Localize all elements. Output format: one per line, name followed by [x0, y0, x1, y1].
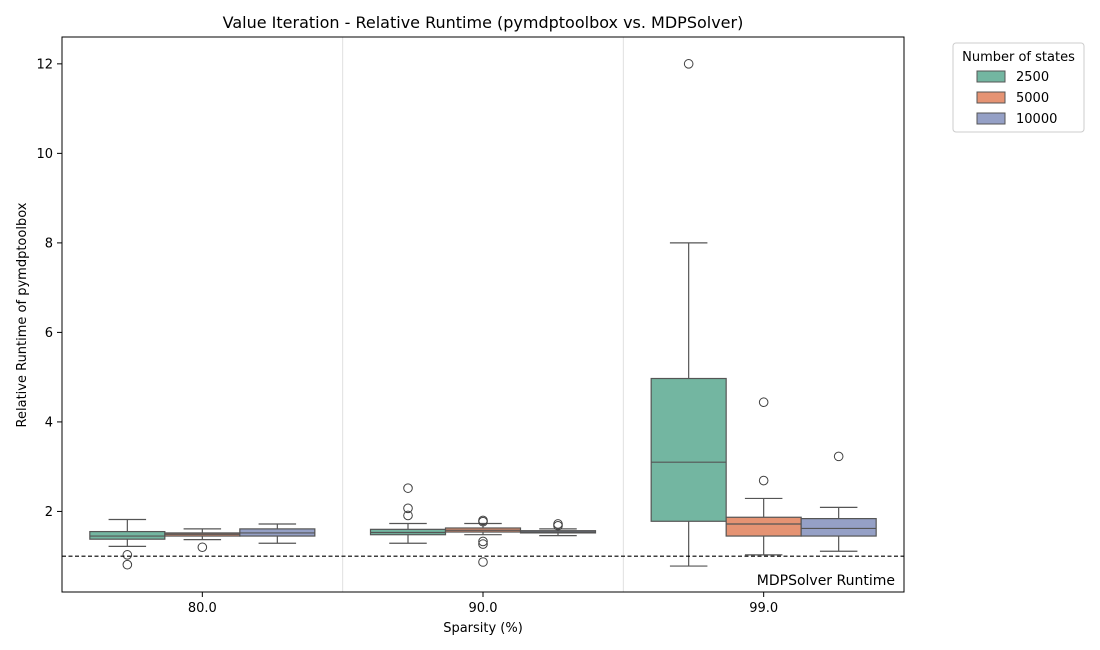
- box-10000-80.0: [239, 523, 316, 544]
- legend: Number of states 2500 5000 10000: [952, 42, 1085, 133]
- outlier-point: [478, 516, 488, 527]
- outlier-point: [758, 397, 769, 408]
- box-5000-90.0: [444, 515, 522, 567]
- plot-area: 2 4 6 8 10 12 80.0 90.0 99.0 MDPSolver Runtime: [36, 36, 905, 616]
- outlier-point: [553, 520, 563, 531]
- box-5000-80.0: [164, 528, 241, 553]
- box-body: [89, 530, 166, 540]
- box-2500-99.0: [650, 59, 727, 567]
- x-tick-label: 80.0: [188, 601, 217, 616]
- outlier-point: [403, 483, 413, 493]
- x-tick-label: 99.0: [749, 601, 778, 616]
- y-tick-label: 10: [36, 147, 53, 162]
- legend-label-10000: 10000: [1016, 112, 1057, 127]
- y-tick-label: 2: [45, 505, 53, 520]
- y-axis-label: Relative Runtime of pymdptoolbox: [15, 202, 30, 427]
- box-10000-90.0: [519, 519, 597, 537]
- legend-frame: [952, 42, 1085, 133]
- y-tick-label: 4: [45, 415, 53, 430]
- box-body: [725, 516, 802, 537]
- outlier-point: [758, 475, 769, 486]
- legend-label-2500: 2500: [1016, 70, 1049, 85]
- axes-frame: [61, 36, 905, 593]
- outlier-point: [197, 542, 208, 553]
- outlier-point: [478, 557, 488, 567]
- x-tick-label: 90.0: [469, 601, 498, 616]
- legend-swatch-5000: [976, 91, 1006, 104]
- chart-title: Value Iteration - Relative Runtime (pymd…: [223, 13, 744, 32]
- outlier-point: [403, 503, 413, 514]
- box-body: [650, 377, 727, 522]
- x-axis-label: Sparsity (%): [443, 621, 523, 636]
- legend-title: Number of states: [962, 50, 1075, 65]
- y-tick-label: 8: [45, 236, 53, 251]
- legend-swatch-2500: [976, 70, 1006, 83]
- outlier-point: [683, 59, 694, 69]
- outlier-point: [478, 536, 488, 547]
- box-10000-99.0: [800, 451, 877, 552]
- outlier-point: [478, 539, 488, 549]
- outlier-point: [122, 559, 133, 570]
- box-5000-99.0: [725, 397, 802, 556]
- y-tick-label: 12: [36, 57, 53, 72]
- y-tick-label: 6: [45, 326, 53, 341]
- box-body: [800, 517, 877, 537]
- outlier-point: [403, 510, 413, 521]
- box-2500-80.0: [89, 518, 166, 570]
- outlier-point: [122, 550, 133, 560]
- box-2500-90.0: [369, 483, 447, 544]
- outlier-point: [553, 519, 563, 529]
- legend-swatch-10000: [976, 112, 1006, 125]
- reference-line-label: MDPSolver Runtime: [757, 573, 895, 589]
- outlier-point: [833, 451, 844, 462]
- legend-label-5000: 5000: [1016, 91, 1049, 106]
